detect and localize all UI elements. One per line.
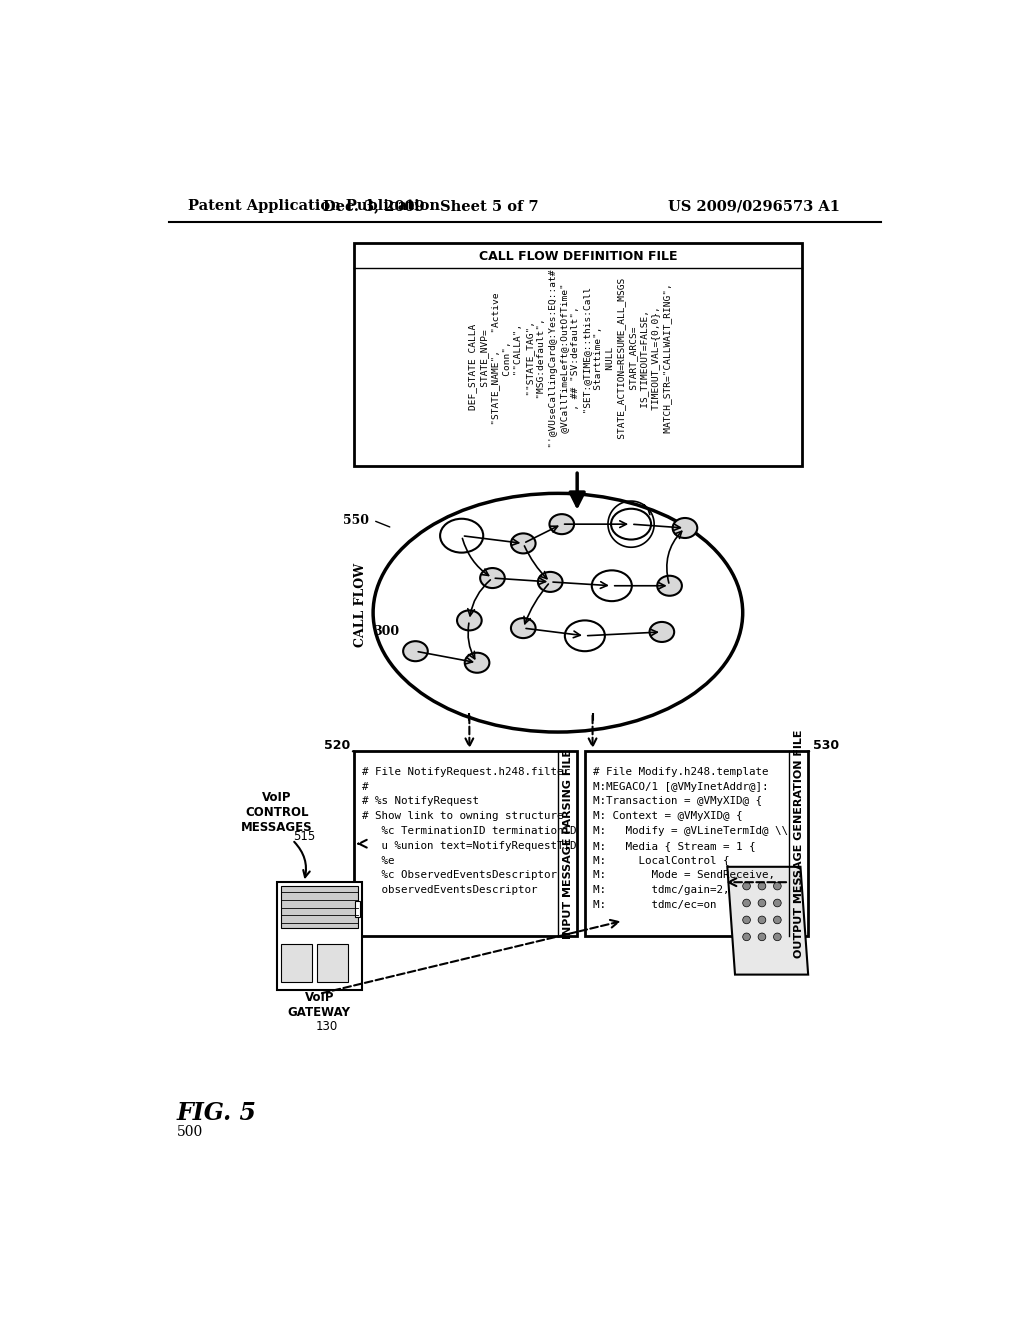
Ellipse shape [465, 653, 489, 673]
Circle shape [773, 933, 781, 941]
Text: # File Modify.h248.template
M:MEGACO/1 [@VMyInetAddr@]:
M:Transaction = @VMyXID@: # File Modify.h248.template M:MEGACO/1 [… [593, 767, 787, 909]
Ellipse shape [480, 568, 505, 589]
Bar [316, 944, 348, 982]
Circle shape [773, 899, 781, 907]
Text: # File NotifyRequest.h248.filter
#
# %s NotifyRequest
# Show link to owning stru: # File NotifyRequest.h248.filter # # %s … [361, 767, 577, 895]
Circle shape [758, 933, 766, 941]
Text: 300: 300 [373, 626, 399, 639]
Ellipse shape [673, 517, 697, 539]
Bar [281, 886, 357, 928]
Text: 550: 550 [343, 513, 370, 527]
Circle shape [742, 933, 751, 941]
Ellipse shape [592, 570, 632, 601]
Text: 130: 130 [315, 1020, 338, 1034]
Bar [276, 882, 361, 990]
Circle shape [758, 882, 766, 890]
Polygon shape [727, 867, 808, 974]
Text: Patent Application Publication: Patent Application Publication [188, 199, 440, 213]
Text: OUTPUT MESSAGE GENERATION FILE: OUTPUT MESSAGE GENERATION FILE [794, 730, 804, 958]
Text: FIG. 5: FIG. 5 [177, 1101, 257, 1125]
Ellipse shape [511, 618, 536, 638]
Circle shape [758, 899, 766, 907]
Ellipse shape [565, 620, 605, 651]
Ellipse shape [538, 572, 562, 591]
Text: 530: 530 [813, 739, 839, 751]
Circle shape [742, 899, 751, 907]
Text: VoIP
CONTROL
MESSAGES: VoIP CONTROL MESSAGES [241, 792, 312, 834]
Circle shape [773, 916, 781, 924]
Text: CALL FLOW DEFINITION FILE: CALL FLOW DEFINITION FILE [478, 251, 677, 264]
Circle shape [773, 882, 781, 890]
Bar [354, 243, 802, 466]
Text: INPUT MESSAGE PARSING FILE: INPUT MESSAGE PARSING FILE [563, 748, 572, 939]
Circle shape [758, 916, 766, 924]
Ellipse shape [649, 622, 674, 642]
Text: 500: 500 [177, 1126, 203, 1139]
Bar [281, 944, 311, 982]
Bar [354, 751, 578, 936]
Ellipse shape [611, 508, 651, 540]
Bar [585, 751, 808, 936]
Text: US 2009/0296573 A1: US 2009/0296573 A1 [669, 199, 841, 213]
Text: DEF_STATE CALLA
   STATE_NVP=
   "STATE_NAME",   "Active
   Conn",
      ""CALLA: DEF_STATE CALLA STATE_NVP= "STATE_NAME",… [468, 269, 672, 465]
Ellipse shape [457, 610, 481, 631]
Ellipse shape [657, 576, 682, 595]
Circle shape [742, 882, 751, 890]
Text: CALL FLOW: CALL FLOW [353, 562, 367, 647]
Ellipse shape [403, 642, 428, 661]
Ellipse shape [440, 519, 483, 553]
Ellipse shape [550, 515, 574, 535]
Text: VoIP
GATEWAY: VoIP GATEWAY [288, 991, 350, 1019]
Text: 520: 520 [324, 739, 350, 751]
Ellipse shape [511, 533, 536, 553]
Text: 515: 515 [293, 829, 315, 842]
Circle shape [742, 916, 751, 924]
Bar [355, 902, 360, 917]
Text: Dec. 3, 2009   Sheet 5 of 7: Dec. 3, 2009 Sheet 5 of 7 [323, 199, 539, 213]
